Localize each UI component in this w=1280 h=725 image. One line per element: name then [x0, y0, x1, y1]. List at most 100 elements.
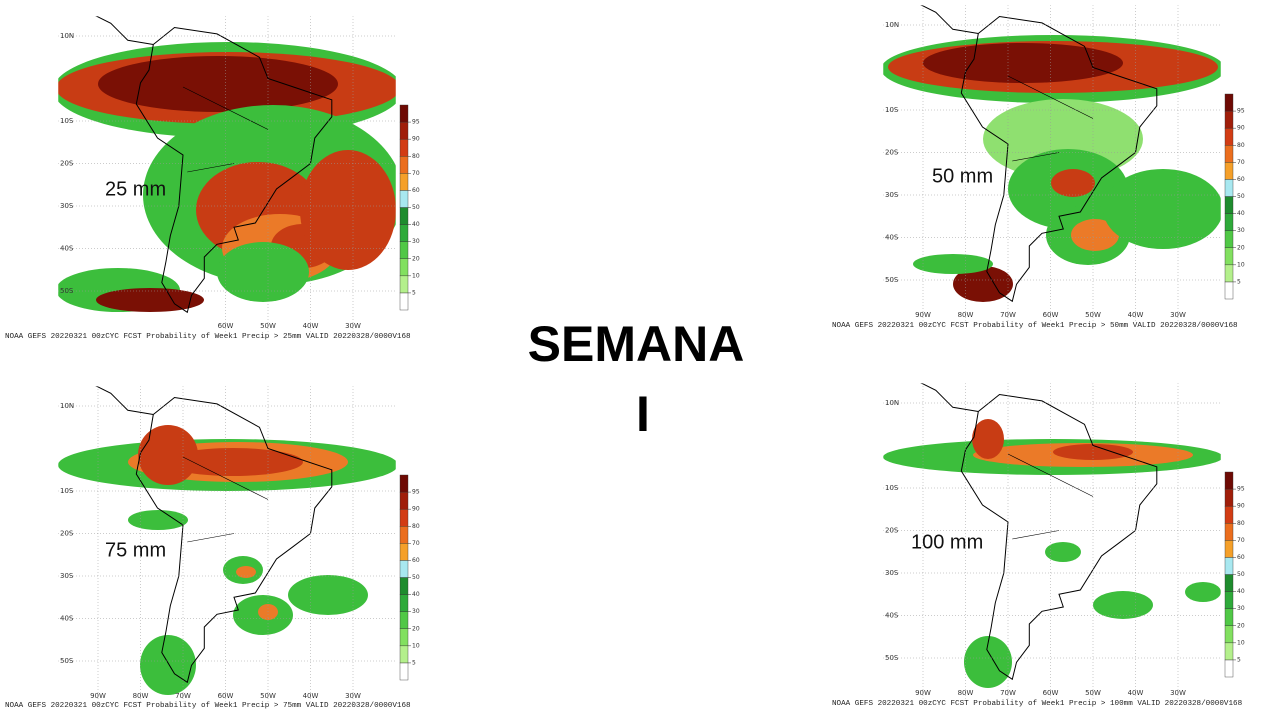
colorbar-label: 50: [412, 204, 420, 211]
colorbar-segment: [399, 241, 409, 259]
colorbar-segment: [1224, 488, 1234, 507]
lon-label: 70W: [1000, 311, 1016, 319]
colorbar-label: 95: [1237, 108, 1245, 115]
colorbar-label: 30: [1237, 227, 1245, 234]
colorbar-label: 60: [412, 187, 420, 194]
precip-area: [1045, 542, 1081, 562]
colorbar-label: 70: [1237, 159, 1245, 166]
lon-label: 40W: [303, 692, 319, 700]
threshold-label: 50 mm: [932, 165, 993, 187]
colorbar-segment: [399, 645, 409, 664]
colorbar-label: 5: [1237, 278, 1241, 285]
colorbar-segment: [399, 543, 409, 561]
lon-label: 60W: [1043, 311, 1059, 319]
precip-area: [128, 510, 188, 530]
colorbar-label: 80: [1237, 520, 1245, 527]
threshold-label: 75 mm: [105, 539, 166, 561]
lat-label: 10N: [60, 32, 74, 40]
lon-label: 80W: [958, 311, 974, 319]
border: [1007, 453, 1094, 497]
colorbar-segment: [1224, 574, 1234, 592]
border: [187, 533, 235, 543]
colorbar-label: 95: [1237, 486, 1245, 493]
border: [187, 163, 235, 173]
map: [883, 5, 1221, 321]
lon-label: 30W: [1170, 311, 1186, 319]
colorbar-segment: [1224, 264, 1234, 283]
colorbar-segment: [1224, 247, 1234, 266]
lat-label: 10S: [60, 117, 74, 125]
colorbar-label: 30: [1237, 605, 1245, 612]
threshold-label: 100 mm: [911, 531, 983, 553]
precip-area: [972, 419, 1004, 459]
precip-area: [1185, 582, 1221, 602]
colorbar-segment: [1224, 505, 1234, 524]
colorbar-segment: [399, 207, 409, 225]
colorbar-segment: [399, 628, 409, 647]
lat-label: 30S: [885, 569, 899, 577]
colorbar-label: 20: [412, 625, 420, 632]
colorbar-label: 80: [1237, 142, 1245, 149]
colorbar-segment: [399, 526, 409, 544]
lon-label: 80W: [133, 692, 149, 700]
colorbar-segment: [399, 292, 409, 311]
coastline: [95, 16, 154, 45]
colorbar-label: 90: [1237, 503, 1245, 510]
colorbar-label: 10: [412, 272, 420, 279]
lat-label: 50S: [60, 657, 74, 665]
colorbar-segment: [1224, 145, 1234, 163]
border: [1007, 75, 1094, 119]
colorbar-label: 70: [1237, 537, 1245, 544]
lat-label: 10S: [60, 487, 74, 495]
precip-area: [923, 43, 1123, 83]
lat-label: 50S: [885, 276, 899, 284]
map-caption: NOAA GEFS 20220321 00zCYC FCST Probabili…: [832, 322, 1238, 330]
colorbar-segment: [1224, 625, 1234, 644]
precip-area: [140, 635, 196, 695]
colorbar-label: 50: [1237, 571, 1245, 578]
colorbar-segment: [399, 662, 409, 681]
colorbar-label: 90: [412, 506, 420, 513]
colorbar-label: 20: [1237, 622, 1245, 629]
map-panel: 10N 10S 20S 30S 40S 50S 60W 50W 40W 30W 5 10 20 30 40 5…: [57, 15, 420, 333]
colorbar-label: 10: [1237, 261, 1245, 268]
colorbar-segment: [1224, 162, 1234, 180]
slide-subtitle: I: [636, 386, 650, 442]
map: [58, 16, 396, 332]
lon-label: 50W: [1085, 689, 1101, 697]
precip-area: [300, 150, 396, 270]
colorbar-label: 10: [1237, 639, 1245, 646]
map: [883, 383, 1221, 699]
colorbar-label: 80: [412, 153, 420, 160]
colorbar-label: 60: [1237, 176, 1245, 183]
map-panel: 10N 10S 20S 30S 40S 50S 90W 80W 70W 60W 50W 40W 30W 5…: [882, 4, 1245, 322]
lon-label: 30W: [1170, 689, 1186, 697]
precip-area: [138, 425, 198, 485]
lat-label: 20S: [60, 160, 74, 168]
colorbar-segment: [1224, 642, 1234, 661]
lat-label: 10S: [885, 484, 899, 492]
colorbar-segment: [1224, 179, 1234, 197]
colorbar-segment: [399, 577, 409, 595]
lon-label: 50W: [260, 322, 276, 330]
colorbar-label: 40: [412, 221, 420, 228]
colorbar-segment: [399, 258, 409, 277]
colorbar-label: 5: [412, 659, 416, 666]
precip-area: [913, 254, 993, 274]
colorbar-segment: [399, 508, 409, 527]
colorbar-segment: [1224, 591, 1234, 609]
colorbar-label: 50: [412, 574, 420, 581]
colorbar-label: 95: [412, 119, 420, 126]
lon-label: 50W: [1085, 311, 1101, 319]
lon-label: 60W: [218, 692, 234, 700]
lon-label: 90W: [90, 692, 106, 700]
map-background: [58, 386, 396, 702]
border: [182, 86, 269, 130]
colorbar-label: 5: [1237, 656, 1241, 663]
lon-label: 30W: [345, 322, 361, 330]
lon-label: 40W: [303, 322, 319, 330]
map-background: [883, 383, 1221, 699]
map: [58, 386, 396, 702]
precip-area: [288, 575, 368, 615]
lat-label: 40S: [60, 245, 74, 253]
